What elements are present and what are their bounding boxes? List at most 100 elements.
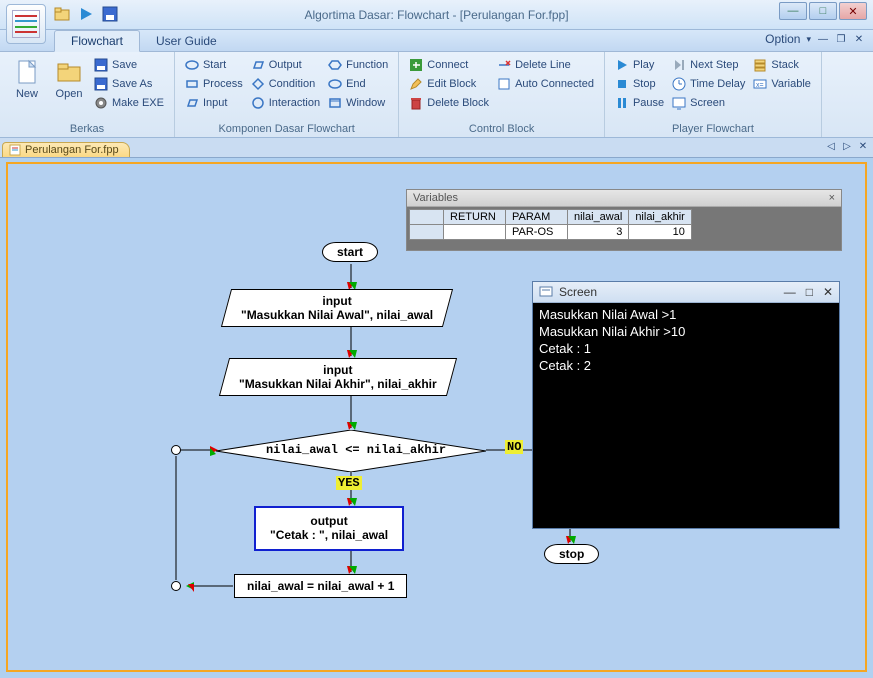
delete-block-button[interactable]: Delete Block	[405, 94, 493, 112]
flowchart-decision[interactable]: nilai_awal <= nilai_akhir	[216, 430, 496, 470]
start-button[interactable]: Start	[181, 56, 247, 74]
doc-prev-icon[interactable]: ◁	[825, 140, 837, 152]
screen-close-icon[interactable]: ✕	[823, 285, 833, 299]
function-button[interactable]: Function	[324, 56, 392, 74]
end-button[interactable]: End	[324, 75, 392, 93]
flowchart-input-2[interactable]: input "Masukkan Nilai Akhir", nilai_akhi…	[219, 358, 457, 396]
mdi-restore-icon[interactable]: ❐	[835, 33, 847, 45]
screen-button[interactable]: Screen	[668, 94, 749, 112]
pause-button[interactable]: Pause	[611, 94, 668, 112]
variable-button[interactable]: x=Variable	[749, 75, 815, 93]
input1-line2: "Masukkan Nilai Awal", nilai_awal	[241, 308, 433, 322]
option-menu[interactable]: Option	[765, 32, 800, 46]
close-button[interactable]: ✕	[839, 2, 867, 20]
flowchart-process[interactable]: nilai_awal = nilai_awal + 1	[234, 574, 407, 598]
quick-play-icon[interactable]	[78, 6, 94, 22]
next-step-button[interactable]: Next Step	[668, 56, 749, 74]
input1-line1: input	[322, 294, 351, 308]
output-line1: output	[310, 514, 347, 528]
open-folder-icon	[55, 58, 83, 86]
no-label: NO	[505, 440, 523, 454]
screen-maximize-icon[interactable]: □	[806, 285, 813, 299]
win-icon	[328, 96, 342, 110]
output-button[interactable]: Output	[247, 56, 324, 74]
flowchart-output[interactable]: output "Cetak : ", nilai_awal	[254, 506, 404, 551]
new-button[interactable]: New	[6, 54, 48, 121]
screen-minimize-icon[interactable]: —	[784, 285, 796, 299]
option-caret-icon[interactable]: ▾	[806, 34, 811, 45]
clock-icon	[672, 77, 686, 91]
disk-icon	[94, 77, 108, 91]
connect-icon	[409, 58, 423, 72]
connect-button[interactable]: Connect	[405, 56, 493, 74]
window-title: Algortima Dasar: Flowchart - [Perulangan…	[304, 8, 568, 22]
stop-button[interactable]: Stop	[611, 75, 668, 93]
screen-icon	[539, 285, 553, 299]
tab-flowchart[interactable]: Flowchart	[54, 30, 140, 52]
interaction-button[interactable]: Interaction	[247, 94, 324, 112]
var-cell: 3	[568, 225, 629, 240]
connector-dot	[171, 445, 181, 455]
variables-panel[interactable]: Variables × RETURNPARAMnilai_awalnilai_a…	[406, 189, 842, 251]
tab-user-guide[interactable]: User Guide	[140, 31, 233, 51]
var-col-header: PARAM	[506, 210, 568, 225]
maximize-button[interactable]: □	[809, 2, 837, 20]
play-icon	[615, 58, 629, 72]
decision-label: nilai_awal <= nilai_akhir	[266, 443, 446, 457]
condition-button[interactable]: Condition	[247, 75, 324, 93]
document-icon	[9, 144, 21, 156]
delete-line-button[interactable]: Delete Line	[493, 56, 598, 74]
start-label: start	[337, 245, 363, 259]
svg-text:x=: x=	[756, 82, 764, 89]
screen-panel[interactable]: Screen — □ ✕ Masukkan Nilai Awal >1Masuk…	[532, 281, 840, 529]
screen-title-label: Screen	[559, 285, 597, 299]
mdi-close-icon[interactable]: ✕	[853, 33, 865, 45]
quick-open-icon[interactable]	[54, 6, 70, 22]
next-icon	[672, 58, 686, 72]
stop-label: stop	[559, 547, 584, 561]
process-button[interactable]: Process	[181, 75, 247, 93]
minimize-button[interactable]: —	[779, 2, 807, 20]
ribbon-tabstrip: Flowchart User Guide Option ▾ — ❐ ✕	[0, 30, 873, 52]
save-as-button[interactable]: Save As	[90, 75, 168, 93]
window-button[interactable]: Window	[324, 94, 392, 112]
make-exe-button[interactable]: Make EXE	[90, 94, 168, 112]
flowchart-start[interactable]: start	[322, 242, 378, 262]
open-button[interactable]: Open	[48, 54, 90, 121]
console-line: Masukkan Nilai Awal >1	[539, 307, 833, 324]
canvas-area[interactable]: start input "Masukkan Nilai Awal", nilai…	[6, 162, 867, 672]
pause-icon	[615, 96, 629, 110]
hex-icon	[328, 58, 342, 72]
oval-icon	[185, 58, 199, 72]
connector-dot	[171, 581, 181, 591]
save-button[interactable]: Save	[90, 56, 168, 74]
play-button[interactable]: Play	[611, 56, 668, 74]
quick-save-icon[interactable]	[102, 6, 118, 22]
pencil-icon	[409, 77, 423, 91]
document-tab[interactable]: Perulangan For.fpp	[2, 142, 130, 157]
trash-icon	[409, 96, 423, 110]
var-col-header: nilai_akhir	[629, 210, 692, 225]
app-menu-button[interactable]	[6, 4, 46, 44]
time-delay-button[interactable]: Time Delay	[668, 75, 749, 93]
input-button[interactable]: Input	[181, 94, 247, 112]
document-tab-row: Perulangan For.fpp ◁ ▷ ✕	[0, 138, 873, 158]
rect-icon	[185, 77, 199, 91]
group-label: Komponen Dasar Flowchart	[181, 121, 392, 137]
variables-close-icon[interactable]: ×	[829, 192, 835, 204]
stop-icon	[615, 77, 629, 91]
mdi-minimize-icon[interactable]: —	[817, 33, 829, 45]
ribbon: NewOpenSaveSave AsMake EXEBerkasStartPro…	[0, 52, 873, 138]
flowchart-stop[interactable]: stop	[544, 544, 599, 564]
doc-next-icon[interactable]: ▷	[841, 140, 853, 152]
diamond-icon	[251, 77, 265, 91]
edit-block-button[interactable]: Edit Block	[405, 75, 493, 93]
var-row-header	[410, 225, 444, 240]
yes-label: YES	[336, 476, 362, 490]
quick-access-toolbar	[54, 6, 118, 22]
flowchart-input-1[interactable]: input "Masukkan Nilai Awal", nilai_awal	[221, 289, 453, 327]
doc-close-icon[interactable]: ✕	[857, 140, 869, 152]
output-line2: "Cetak : ", nilai_awal	[270, 528, 388, 542]
auto-connected-button[interactable]: Auto Connected	[493, 75, 598, 93]
stack-button[interactable]: Stack	[749, 56, 815, 74]
